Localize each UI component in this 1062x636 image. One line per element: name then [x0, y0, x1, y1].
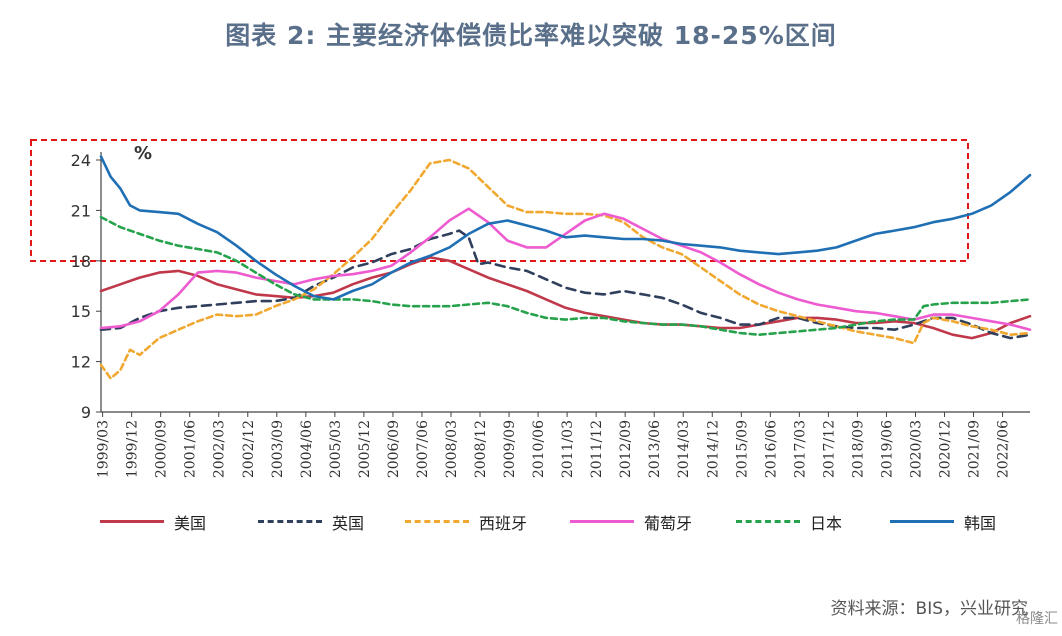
series-line-4	[99, 207, 1032, 331]
legend-line-korea	[890, 520, 954, 523]
series-line-5	[99, 215, 1032, 336]
y-tick-label: 21	[71, 201, 91, 220]
x-tick-label: 2014/03	[676, 420, 692, 478]
x-tick-label: 2012/09	[618, 420, 634, 478]
x-tick-label: 2017/03	[792, 420, 808, 478]
x-tick-label: 2002/03	[212, 420, 228, 478]
y-tick-label: 18	[71, 252, 91, 271]
x-tick-label: 2005/03	[328, 420, 344, 478]
x-tick-label: 2001/06	[183, 420, 199, 478]
series-line-2	[99, 229, 1032, 340]
x-tick-label: 2003/09	[270, 420, 286, 478]
watermark-logo: 格隆汇	[1016, 611, 1058, 627]
x-tick-label: 2008/03	[444, 420, 460, 478]
legend-label-japan: 日本	[810, 514, 843, 533]
x-tick-label: 2016/06	[763, 420, 779, 478]
x-tick-label: 2020/12	[938, 420, 954, 478]
y-tick-label: 15	[71, 302, 91, 321]
legend-line-portugal	[570, 520, 634, 523]
legend-label-korea: 韩国	[964, 514, 997, 533]
y-axis-unit: %	[134, 143, 152, 164]
x-tick-label: 2007/06	[415, 420, 431, 478]
y-tick-label: 12	[71, 353, 91, 372]
x-tick-label: 1999/03	[96, 420, 112, 478]
series-line-6	[99, 155, 1032, 301]
x-tick-label: 2011/03	[560, 420, 576, 478]
x-tick-label: 2021/09	[967, 420, 983, 478]
x-tick-label: 2015/09	[734, 420, 750, 478]
legend-line-japan	[736, 520, 800, 523]
line-chart: 9 12 15 18 21 24 1999/03 1999/12 2000/09 2001/06 2…	[30, 139, 1032, 478]
legend-label-us: 美国	[174, 514, 207, 533]
x-tick-label: 2008/12	[473, 420, 489, 478]
y-tick-label: 24	[71, 151, 91, 170]
y-tick-label: 9	[81, 403, 91, 422]
legend-label-spain: 西班牙	[479, 514, 528, 533]
legend-label-portugal: 葡萄牙	[644, 514, 693, 533]
x-tick-label: 2004/06	[299, 420, 315, 478]
chart-title: 图表 2: 主要经济体偿债比率难以突破 18-25%区间	[225, 21, 837, 50]
x-tick-label: 2018/09	[850, 420, 866, 478]
x-tick-label: 2017/12	[821, 420, 837, 478]
x-tick-label: 2019/06	[879, 420, 895, 478]
legend-line-us	[100, 520, 164, 523]
source-note: 资料来源：BIS，兴业研究	[830, 599, 1028, 619]
legend-line-uk	[258, 520, 322, 523]
x-tick-label: 2002/12	[241, 420, 257, 478]
x-tick-label: 2013/06	[647, 420, 663, 478]
legend-line-spain	[405, 520, 469, 523]
x-tick-label: 2009/09	[502, 420, 518, 478]
series-line-3	[99, 158, 1032, 380]
x-tick-label: 2010/06	[531, 420, 547, 478]
x-tick-label: 2005/12	[357, 420, 373, 478]
series-line-1	[99, 256, 1032, 340]
x-tick-label: 2014/12	[705, 420, 721, 478]
legend-label-uk: 英国	[332, 514, 365, 533]
x-tick-label: 1999/12	[125, 420, 141, 478]
x-tick-label: 2022/06	[996, 420, 1012, 478]
x-tick-label: 2006/09	[386, 420, 402, 478]
x-tick-label: 2011/12	[589, 420, 605, 478]
x-tick-label: 2000/09	[154, 420, 170, 478]
x-tick-label: 2020/03	[908, 420, 924, 478]
highlight-box	[30, 139, 969, 262]
legend: 美国 英国 西班牙 葡萄牙 日本 韩国	[100, 508, 1030, 534]
